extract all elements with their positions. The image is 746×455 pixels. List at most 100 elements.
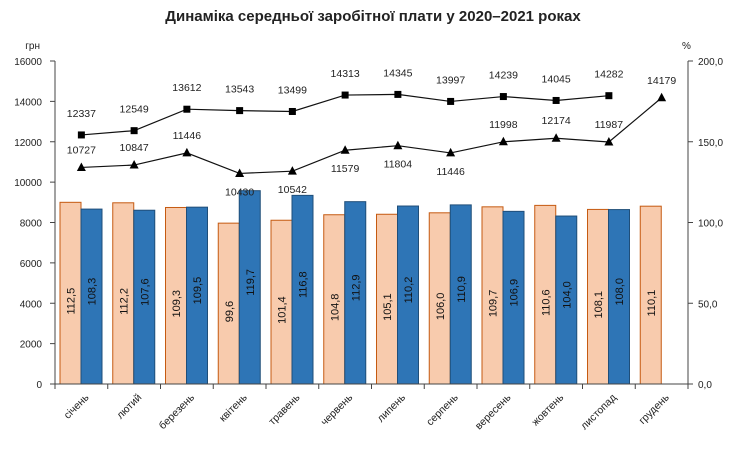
- x-tick-label: липень: [375, 391, 408, 424]
- x-tick-label: листопад: [578, 392, 619, 433]
- data-label: 11579: [331, 163, 360, 175]
- bar-label: 109,7: [488, 290, 500, 318]
- bar-label: 119,7: [245, 269, 257, 296]
- data-label: 14282: [594, 69, 623, 81]
- x-tick-label: червень: [319, 391, 356, 428]
- x-tick-label: вересень: [473, 391, 514, 432]
- square-marker: [288, 107, 296, 115]
- y-tick-label-left: 14000: [14, 97, 42, 108]
- square-marker: [130, 127, 138, 135]
- bar-label: 109,5: [192, 277, 204, 305]
- data-label: 11987: [595, 119, 624, 131]
- data-label: 12174: [542, 115, 571, 127]
- bar-label: 110,2: [403, 277, 415, 304]
- y-tick-label-left: 0: [36, 380, 42, 391]
- square-marker: [183, 105, 191, 113]
- y-tick-label-right: 100,0: [698, 219, 723, 230]
- data-label: 11446: [436, 166, 465, 178]
- data-label: 10542: [278, 184, 307, 196]
- data-label: 11446: [173, 130, 202, 142]
- square-marker: [552, 96, 560, 104]
- triangle-marker: [551, 133, 561, 142]
- data-label: 12549: [120, 104, 149, 116]
- square-marker: [394, 90, 402, 98]
- data-label: 13543: [225, 84, 254, 96]
- x-tick-label: січень: [62, 391, 92, 421]
- y-tick-label-left: 6000: [20, 259, 43, 270]
- data-label: 14345: [383, 67, 412, 79]
- data-label: 14045: [542, 73, 571, 85]
- bar-label: 108,1: [593, 291, 605, 319]
- triangle-marker: [235, 168, 245, 177]
- y-tick-label-left: 10000: [14, 178, 42, 189]
- bar-label: 104,0: [561, 281, 573, 309]
- data-label: 14239: [489, 70, 518, 82]
- y-tick-label-right: 200,0: [698, 57, 723, 68]
- triangle-marker: [446, 147, 456, 157]
- bar-label: 108,3: [87, 278, 99, 306]
- y-tick-label-right: 150,0: [698, 138, 723, 149]
- triangle-marker: [76, 162, 86, 171]
- bar-label: 99,6: [224, 301, 236, 322]
- line-square: [81, 93, 609, 136]
- bar-label: 109,3: [171, 290, 183, 318]
- x-tick-label: березень: [157, 391, 198, 432]
- data-label: 10430: [225, 186, 254, 198]
- data-label: 13499: [278, 84, 307, 96]
- square-marker: [499, 93, 507, 101]
- bar-label: 106,0: [435, 293, 447, 321]
- y-tick-label-left: 16000: [14, 57, 42, 68]
- square-marker: [605, 92, 613, 100]
- bar-label: 112,2: [118, 288, 130, 315]
- bar-label: 110,9: [456, 276, 468, 303]
- triangle-marker: [340, 145, 350, 154]
- triangle-marker: [498, 136, 508, 146]
- data-label: 13612: [172, 82, 201, 94]
- y-tick-label-left: 2000: [20, 340, 43, 351]
- triangle-marker: [182, 147, 192, 157]
- bar-label: 101,4: [277, 296, 289, 324]
- data-label: 10847: [120, 142, 149, 154]
- square-marker: [236, 107, 244, 115]
- y-tick-label-left: 8000: [20, 219, 43, 230]
- y-tick-label-right: 0,0: [698, 380, 712, 391]
- y-tick-label-left: 4000: [20, 299, 43, 310]
- data-label: 10727: [67, 144, 96, 156]
- bar-label: 110,6: [540, 289, 552, 316]
- bar-label: 116,8: [298, 271, 310, 298]
- x-tick-label: квітень: [217, 391, 250, 424]
- bar-label: 104,8: [329, 294, 341, 322]
- line-triangle: [81, 97, 663, 175]
- data-label: 14179: [647, 75, 676, 87]
- bar-label: 108,0: [614, 278, 626, 306]
- x-tick-label: лютий: [114, 392, 144, 422]
- y-tick-label-left: 12000: [14, 138, 42, 149]
- data-label: 11804: [384, 159, 413, 171]
- square-marker: [447, 97, 455, 105]
- triangle-marker: [604, 137, 614, 146]
- data-label: 11998: [489, 119, 518, 131]
- data-label: 14313: [331, 68, 360, 80]
- x-tick-label: жовтень: [529, 391, 566, 428]
- chart-title: Динаміка середньої заробітної плати у 20…: [165, 8, 581, 25]
- triangle-marker: [657, 92, 667, 102]
- bar-label: 112,9: [350, 274, 362, 301]
- y-axis-right-unit: %: [682, 41, 691, 52]
- bar-label: 106,9: [509, 279, 521, 307]
- bar-label: 112,5: [66, 288, 78, 315]
- data-label: 12337: [67, 108, 96, 120]
- bar-label: 110,1: [646, 290, 658, 317]
- triangle-marker: [287, 166, 297, 175]
- y-axis-left-unit: грн: [25, 41, 40, 52]
- square-marker: [341, 91, 349, 99]
- triangle-marker: [393, 140, 403, 150]
- bar-label: 105,1: [382, 293, 394, 321]
- bar-label: 107,6: [139, 278, 151, 306]
- square-marker: [77, 131, 85, 139]
- x-tick-label: грудень: [637, 391, 673, 427]
- x-tick-label: серпень: [424, 391, 461, 428]
- triangle-marker: [129, 160, 139, 169]
- data-label: 13997: [436, 74, 465, 86]
